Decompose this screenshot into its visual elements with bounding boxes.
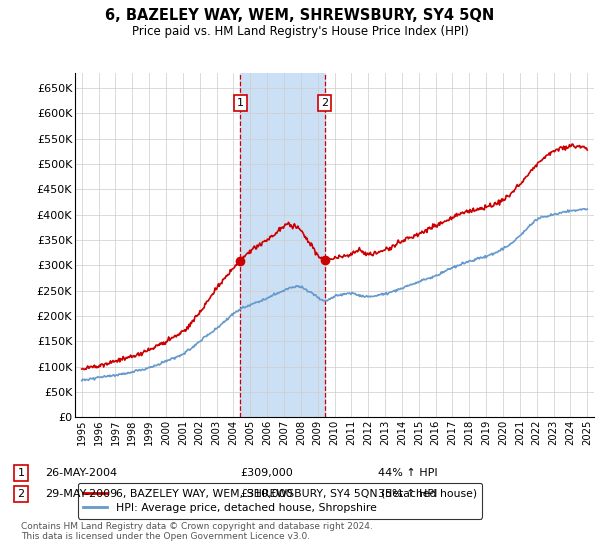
Legend: 6, BAZELEY WAY, WEM, SHREWSBURY, SY4 5QN (detached house), HPI: Average price, d: 6, BAZELEY WAY, WEM, SHREWSBURY, SY4 5QN… (78, 483, 482, 519)
Text: 6, BAZELEY WAY, WEM, SHREWSBURY, SY4 5QN: 6, BAZELEY WAY, WEM, SHREWSBURY, SY4 5QN (106, 8, 494, 24)
Text: 44% ↑ HPI: 44% ↑ HPI (378, 468, 437, 478)
Text: 2: 2 (321, 98, 328, 108)
Text: 2: 2 (17, 489, 25, 499)
Text: 26-MAY-2004: 26-MAY-2004 (45, 468, 117, 478)
Text: 35% ↑ HPI: 35% ↑ HPI (378, 489, 437, 499)
Text: £309,000: £309,000 (240, 468, 293, 478)
Text: 1: 1 (17, 468, 25, 478)
Text: 1: 1 (237, 98, 244, 108)
Text: Contains HM Land Registry data © Crown copyright and database right 2024.
This d: Contains HM Land Registry data © Crown c… (21, 522, 373, 542)
Text: 29-MAY-2009: 29-MAY-2009 (45, 489, 117, 499)
Bar (241, 73, 325, 417)
Text: Price paid vs. HM Land Registry's House Price Index (HPI): Price paid vs. HM Land Registry's House … (131, 25, 469, 38)
Text: £310,000: £310,000 (240, 489, 293, 499)
